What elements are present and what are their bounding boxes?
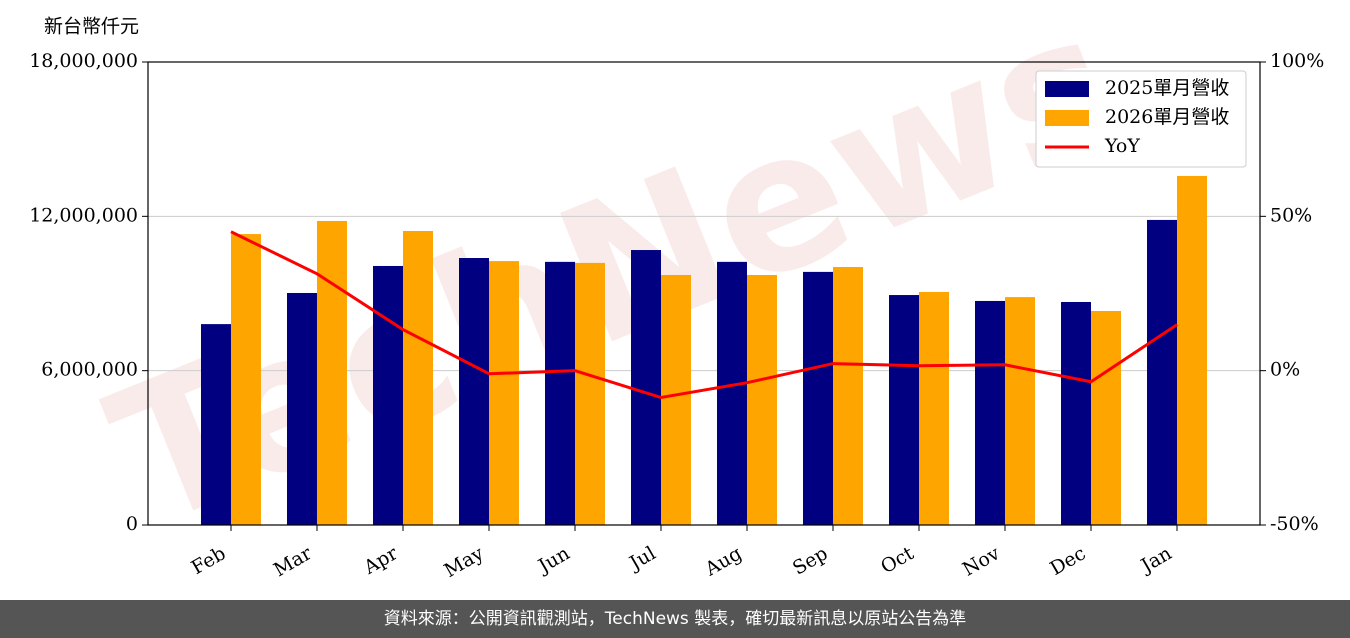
y2-tick-label: 100% (1270, 50, 1324, 72)
bar (889, 295, 920, 525)
x-tick-label: Mar (270, 542, 316, 581)
bar (544, 261, 575, 525)
bar (402, 230, 433, 525)
footer: 資料來源：公開資訊觀測站，TechNews 製表，確切最新訊息以原站公告為準 (0, 600, 1350, 638)
legend-label: 2026單月營收 (1105, 106, 1229, 128)
legend: 2025單月營收 2026單月營收 YoY (1035, 70, 1247, 168)
y2-tick-label: 0% (1270, 359, 1300, 381)
bar (200, 324, 231, 525)
x-tick-label: Sep (789, 542, 832, 579)
y2-tick-label: -50% (1270, 513, 1319, 535)
x-tick-label: Oct (877, 542, 918, 578)
bar (660, 274, 691, 525)
x-tick-label: Dec (1046, 542, 1089, 580)
bar (717, 261, 748, 525)
legend-label: 2025單月營收 (1105, 77, 1229, 99)
bar (630, 250, 661, 525)
bar (1005, 297, 1036, 525)
yoy-line (230, 230, 1178, 400)
bar (803, 271, 834, 525)
bar (458, 258, 489, 525)
bar (230, 234, 261, 525)
bar (286, 292, 317, 525)
bar (372, 265, 403, 525)
bar (1091, 310, 1122, 525)
bar (574, 262, 605, 525)
y-tick-label: 12,000,000 (29, 204, 138, 226)
bar (833, 267, 864, 525)
x-tick-label: Jul (624, 542, 659, 575)
y2-tick-label: 50% (1270, 204, 1312, 226)
x-tick-label: Aug (701, 542, 746, 581)
bar (975, 300, 1006, 525)
x-tick-label: Apr (359, 542, 402, 579)
bar (1061, 301, 1092, 525)
y-tick-label: 18,000,000 (29, 50, 138, 72)
plot-frame (147, 61, 1261, 526)
chart: 新台幣仟元 TechNews06,000,00012,000,00018,000… (29, 0, 1324, 582)
x-tick-label: May (441, 542, 488, 582)
legend-swatch (1045, 81, 1089, 97)
x-tick-label: Nov (959, 542, 1004, 581)
x-tick-label: Jun (533, 542, 574, 578)
bar (316, 220, 347, 526)
y-tick-label: 0 (126, 513, 138, 535)
bar (1177, 175, 1208, 525)
bar (747, 274, 778, 525)
y-tick-label: 6,000,000 (41, 359, 138, 381)
bar (488, 261, 519, 525)
legend-swatch (1045, 110, 1089, 126)
bar (919, 291, 950, 525)
bar (1147, 219, 1178, 525)
y-axis-label: 新台幣仟元 (44, 16, 139, 38)
x-tick-label: Jan (1136, 542, 1176, 578)
legend-label: YoY (1104, 135, 1140, 157)
